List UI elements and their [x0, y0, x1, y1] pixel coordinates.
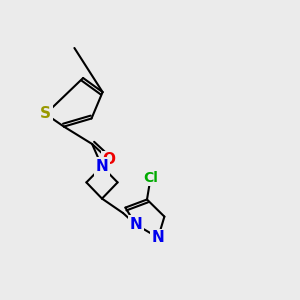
Text: N: N: [96, 159, 108, 174]
Text: S: S: [40, 106, 51, 122]
Text: N: N: [129, 217, 142, 232]
Text: Cl: Cl: [143, 171, 158, 184]
Text: N: N: [152, 230, 164, 245]
Text: O: O: [102, 152, 116, 167]
